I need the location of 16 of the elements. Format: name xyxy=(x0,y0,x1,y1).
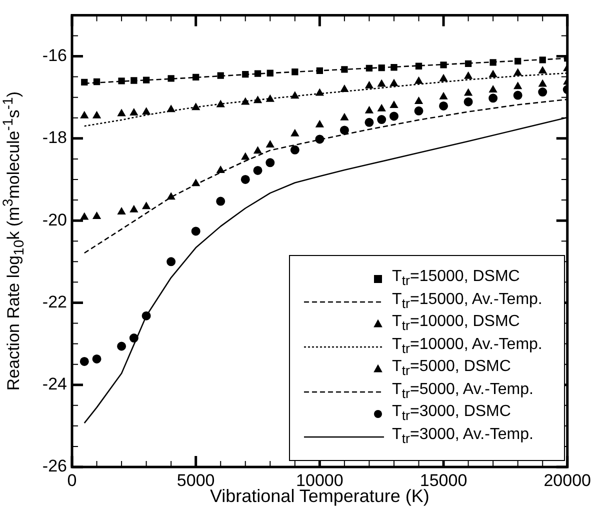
legend-label: T$_{tr}$=3000, DSMC xyxy=(392,403,511,426)
legend-label: T$_{tr}$=15000, DSMC xyxy=(392,268,520,290)
legend-label: T$_{tr}$=5000, DSMC xyxy=(392,358,511,380)
y-tick-label: -20 xyxy=(42,210,67,230)
y-tick-label: -26 xyxy=(42,456,67,476)
y-tick-label: -16 xyxy=(42,46,67,65)
legend-label: T$_{tr}$=15000, Av.-Temp. xyxy=(392,290,542,313)
y-tick-label: -24 xyxy=(42,374,67,394)
legend-label: T$_{tr}$=10000, DSMC xyxy=(392,313,520,336)
y-tick-label: -22 xyxy=(42,292,67,312)
legend-label: T$_{tr}$=3000, Av.-Temp. xyxy=(392,426,534,448)
x-tick-label: 0 xyxy=(67,470,77,490)
y-tick-label: -18 xyxy=(42,128,67,148)
legend-label: T$_{tr}$=10000, Av.-Temp. xyxy=(392,336,542,358)
x-tick-label: 20000 xyxy=(544,470,592,490)
legend-label: T$_{tr}$=5000, Av.-Temp. xyxy=(392,380,534,403)
